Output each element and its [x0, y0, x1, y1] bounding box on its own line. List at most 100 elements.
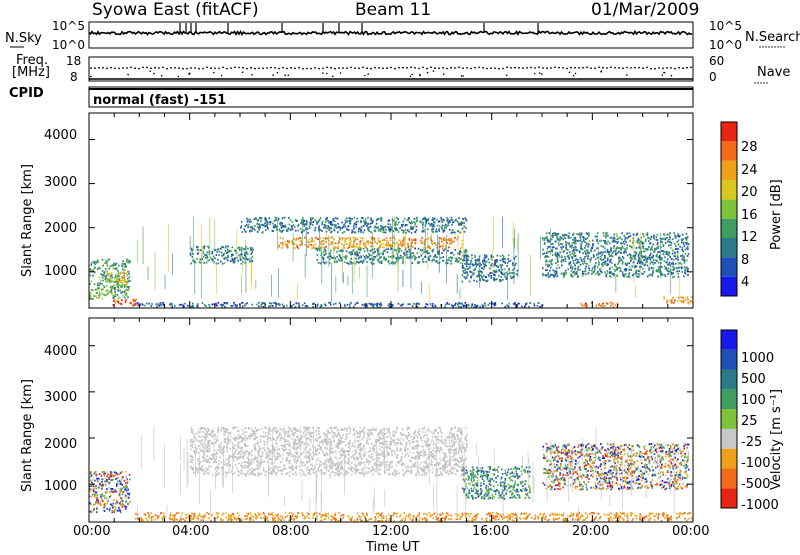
- power-cell: [680, 255, 682, 257]
- velocity-cell: [241, 429, 243, 431]
- velocity-cell: [122, 493, 124, 495]
- velocity-cell: [325, 455, 327, 457]
- power-cell: [399, 227, 401, 229]
- power-cell: [687, 255, 689, 257]
- power-cell: [576, 233, 578, 235]
- power-cell: [632, 275, 634, 277]
- power-cell: [276, 303, 278, 305]
- power-cell: [551, 259, 553, 261]
- power-cell: [300, 228, 302, 230]
- power-cell: [586, 306, 588, 308]
- power-cell: [370, 226, 372, 228]
- power-cell: [440, 217, 442, 219]
- power-cell: [573, 247, 575, 249]
- freq-point: [218, 68, 220, 70]
- power-cell: [249, 260, 251, 262]
- velocity-cell: [269, 434, 271, 436]
- power-cell: [668, 234, 670, 236]
- power-cell: [227, 257, 229, 259]
- power-cell: [273, 226, 275, 228]
- power-cell: [682, 271, 684, 273]
- power-cell: [642, 246, 644, 248]
- freq-point: [250, 67, 252, 69]
- freq-point: [686, 67, 688, 69]
- power-cell: [396, 258, 398, 260]
- power-cell: [271, 303, 273, 305]
- velocity-cell: [104, 503, 106, 505]
- power-cell: [302, 304, 304, 306]
- power-cell: [609, 268, 611, 270]
- velocity-cell: [190, 448, 192, 450]
- velocity-cell: [112, 488, 114, 490]
- power-cell: [647, 276, 649, 278]
- power-cell: [620, 249, 622, 251]
- power-cell: [563, 276, 565, 278]
- power-cell: [571, 275, 573, 277]
- freq-point: [342, 67, 344, 69]
- power-cell: [356, 224, 358, 226]
- freq-point: [202, 68, 204, 70]
- freq-point: [282, 67, 284, 69]
- velocity-cell: [345, 450, 347, 452]
- power-cell: [216, 254, 218, 256]
- power-cell: [323, 259, 325, 261]
- velocity-cell: [252, 435, 254, 437]
- freq-point: [602, 67, 604, 69]
- power-cell: [374, 227, 376, 229]
- power-cell: [420, 255, 422, 257]
- power-cell: [434, 242, 436, 244]
- freq-point: [382, 67, 384, 69]
- power-cell: [678, 248, 680, 250]
- power-cell: [156, 306, 158, 308]
- power-cell: [494, 305, 496, 307]
- power-cell: [284, 241, 286, 243]
- power-cell: [250, 226, 252, 228]
- velocity-cell: [190, 439, 192, 441]
- power-cell: [664, 266, 666, 268]
- power-cell: [568, 235, 570, 237]
- power-cell: [606, 276, 608, 278]
- velocity-cell: [430, 454, 432, 456]
- nave-point: [411, 74, 413, 76]
- power-cell: [280, 223, 282, 225]
- power-cell: [256, 304, 258, 306]
- power-cell: [378, 230, 380, 232]
- power-cell: [514, 304, 516, 306]
- power-cell: [313, 303, 315, 305]
- power-cell: [425, 261, 427, 263]
- power-cell: [616, 275, 618, 277]
- power-cell: [625, 263, 627, 265]
- power-cell: [205, 305, 207, 307]
- power-cell: [485, 305, 487, 307]
- power-cell: [251, 251, 253, 253]
- power-cell: [544, 253, 546, 255]
- power-cell: [484, 259, 486, 261]
- power-cell: [125, 301, 127, 303]
- power-cell: [542, 267, 544, 269]
- power-cell: [613, 268, 615, 270]
- power-cell: [672, 238, 674, 240]
- power-cell: [360, 255, 362, 257]
- power-cell: [464, 250, 466, 252]
- freq-point: [314, 67, 316, 69]
- power-cell: [325, 253, 327, 255]
- power-cell: [602, 305, 604, 307]
- velocity-cell: [395, 454, 397, 456]
- nave-point: [575, 73, 577, 75]
- power-cell: [636, 270, 638, 272]
- power-cell: [269, 302, 271, 304]
- power-cell: [644, 251, 646, 253]
- power-cell: [509, 273, 511, 275]
- power-cell: [319, 250, 321, 252]
- power-cell: [118, 265, 120, 267]
- power-cell: [495, 279, 497, 281]
- power-cell: [684, 259, 686, 261]
- power-cell: [610, 305, 612, 307]
- freq-point: [286, 68, 288, 70]
- power-cell: [638, 242, 640, 244]
- power-cell: [275, 305, 277, 307]
- power-cell: [400, 244, 402, 246]
- power-cell: [91, 264, 93, 266]
- velocity-cell: [422, 431, 424, 433]
- power-cell: [102, 259, 104, 261]
